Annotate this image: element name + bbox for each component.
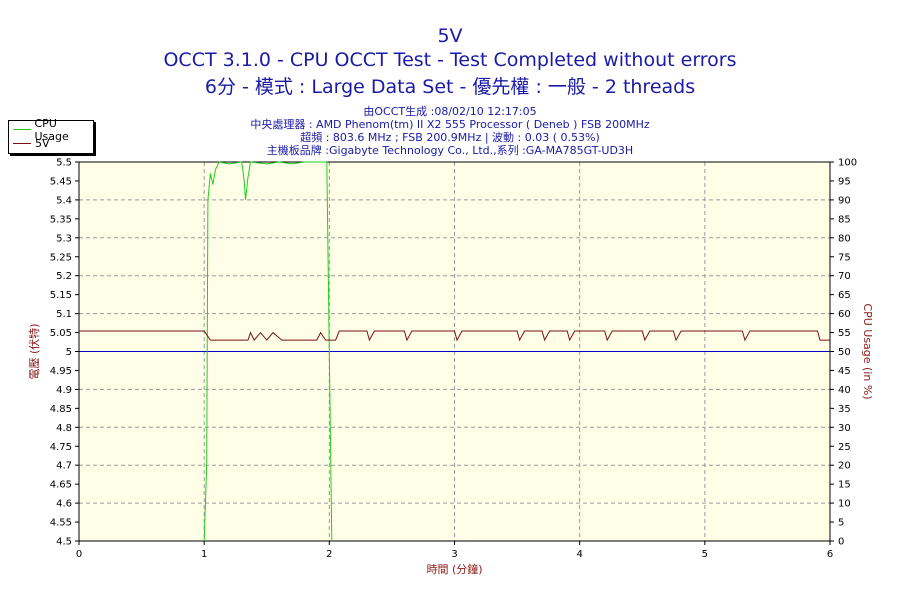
- y-right-tick-label: 75: [838, 252, 851, 263]
- y-left-tick-label: 5.05: [50, 328, 72, 339]
- y-right-tick-label: 55: [838, 328, 851, 339]
- x-tick-label: 4: [576, 549, 582, 560]
- y-right-tick-label: 45: [838, 366, 851, 377]
- y-left-tick-label: 4.55: [50, 518, 72, 529]
- legend-label-cpu: CPU Usage: [34, 116, 69, 143]
- y-left-tick-label: 5.4: [56, 195, 72, 206]
- info-motherboard: 主機板品牌 :Gigabyte Technology Co., Ltd.,系列 …: [266, 144, 634, 157]
- x-tick-label: 1: [201, 549, 207, 560]
- y-left-tick-label: 5.15: [50, 290, 72, 301]
- y-right-tick-label: 85: [838, 214, 851, 225]
- y-right-tick-label: 15: [838, 480, 851, 491]
- x-axis-title: 時間 (分鐘): [426, 562, 482, 576]
- legend-label-5v: 5V: [35, 137, 50, 150]
- y-left-tick-label: 5.2: [56, 271, 72, 282]
- y-right-tick-label: 20: [838, 461, 851, 472]
- x-tick-label: 2: [326, 549, 332, 560]
- y-right-tick-label: 50: [838, 347, 851, 358]
- y-left-tick-label: 4.75: [50, 442, 72, 453]
- x-tick-label: 6: [827, 549, 833, 560]
- y-right-tick-label: 90: [838, 195, 851, 206]
- y-right-tick-label: 30: [838, 423, 851, 434]
- y-right-tick-label: 25: [838, 442, 851, 453]
- y-right-tick-label: 100: [838, 158, 857, 169]
- info-clock: 超頻 : 803.6 MHz ; FSB 200.9MHz | 波動 : 0.0…: [300, 131, 600, 144]
- y-left-tick-label: 5.35: [50, 214, 72, 225]
- y-right-tick-label: 10: [838, 499, 851, 510]
- x-tick-label: 5: [702, 549, 708, 560]
- chart-subtitle: OCCT 3.1.0 - CPU OCCT Test - Test Comple…: [163, 49, 737, 71]
- chart-mode-line: 6分 - 模式 : Large Data Set - 優先權 : 一般 - 2 …: [204, 76, 696, 98]
- info-generated: 由OCCT生成 :08/02/10 12:17:05: [363, 105, 537, 118]
- y-right-axis-title: CPU Usage (in %): [861, 303, 874, 399]
- legend-item-cpu-usage: CPU Usage: [13, 117, 93, 143]
- y-left-tick-label: 4.7: [56, 461, 72, 472]
- y-left-tick-label: 5.5: [56, 158, 72, 169]
- y-right-tick-label: 95: [838, 176, 851, 187]
- series-cpu-usage-line: [203, 161, 333, 542]
- chart-title: 5V: [437, 25, 463, 47]
- legend-item-5v: 5V: [13, 137, 50, 150]
- y-left-tick-label: 5: [66, 347, 72, 358]
- series-5v-line: [79, 330, 830, 342]
- y-right-tick-label: 5: [838, 518, 844, 529]
- y-right-tick-label: 65: [838, 290, 851, 301]
- chart-legend: CPU Usage 5V: [8, 117, 94, 154]
- y-right-tick-label: 35: [838, 404, 851, 415]
- legend-swatch-5v: [13, 143, 31, 144]
- info-cpu: 中央處理器 : AMD Phenom(tm) II X2 555 Process…: [250, 118, 650, 131]
- y-left-tick-label: 4.5: [56, 537, 72, 548]
- y-left-tick-label: 4.6: [56, 499, 72, 510]
- y-left-tick-label: 4.65: [50, 480, 72, 491]
- y-right-tick-label: 0: [838, 537, 844, 548]
- y-left-tick-label: 4.85: [50, 404, 72, 415]
- x-tick-label: 3: [451, 549, 457, 560]
- y-left-tick-label: 4.9: [56, 385, 72, 396]
- y-right-tick-label: 60: [838, 309, 851, 320]
- legend-swatch-cpu: [13, 129, 31, 130]
- y-left-axis-title: 電壓 (伏特): [27, 323, 41, 379]
- y-left-tick-label: 4.95: [50, 366, 72, 377]
- y-left-tick-label: 5.25: [50, 252, 72, 263]
- y-right-tick-label: 80: [838, 233, 851, 244]
- x-tick-label: 0: [76, 549, 82, 560]
- y-left-tick-label: 4.8: [56, 423, 72, 434]
- y-left-tick-label: 5.45: [50, 176, 72, 187]
- y-left-tick-label: 5.1: [56, 309, 72, 320]
- y-right-tick-label: 70: [838, 271, 851, 282]
- y-right-tick-label: 40: [838, 385, 851, 396]
- y-left-tick-label: 5.3: [56, 233, 72, 244]
